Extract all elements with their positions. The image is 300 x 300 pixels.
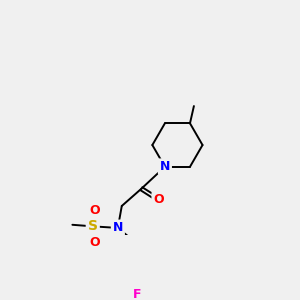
Text: S: S: [88, 219, 98, 233]
Text: N: N: [113, 221, 123, 234]
Text: O: O: [89, 236, 100, 248]
Text: O: O: [153, 193, 164, 206]
Text: F: F: [132, 288, 141, 300]
Text: N: N: [160, 160, 170, 173]
Text: O: O: [89, 204, 100, 217]
